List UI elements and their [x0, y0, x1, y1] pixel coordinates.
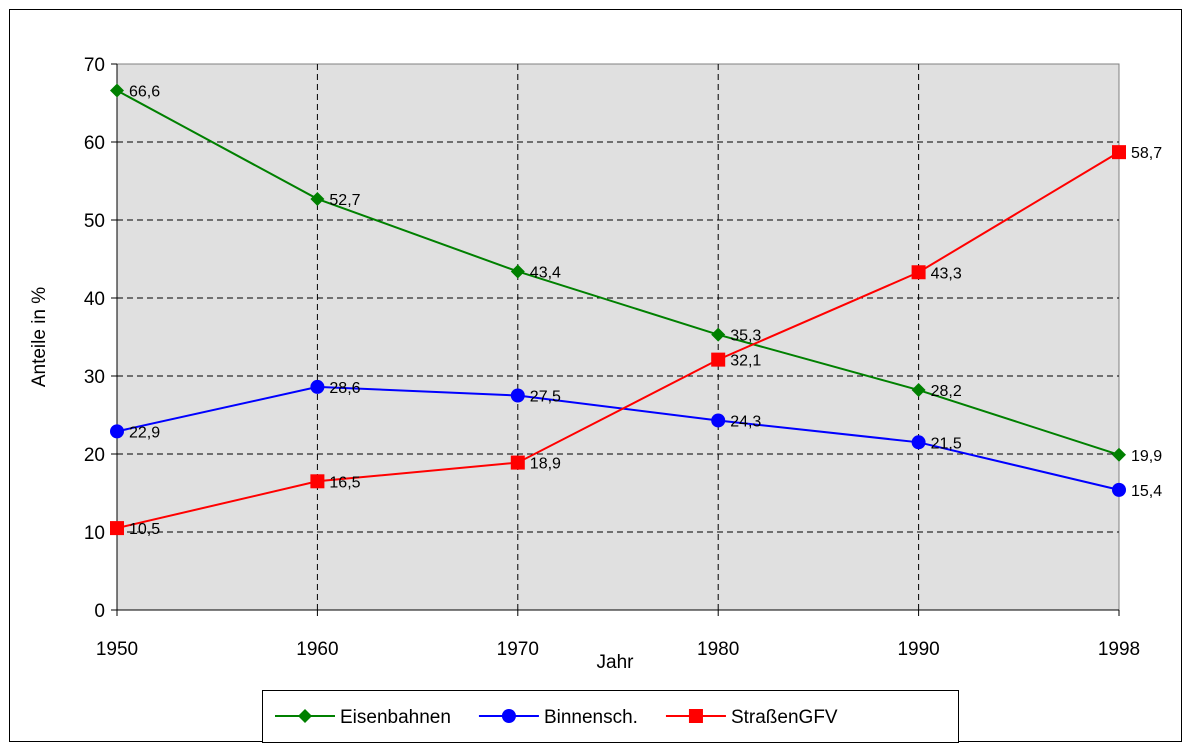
data-label: 52,7 [329, 192, 360, 209]
data-point [911, 435, 926, 450]
x-tick-label: 1960 [296, 639, 338, 660]
data-point [510, 455, 525, 470]
y-tick-label: 30 [84, 367, 105, 388]
legend-label: Eisenbahnen [340, 707, 451, 728]
data-point [110, 424, 124, 439]
data-point [310, 474, 325, 489]
data-label: 16,5 [329, 474, 360, 491]
data-label: 43,4 [530, 264, 561, 281]
data-label: 58,7 [1131, 145, 1162, 162]
data-label: 66,6 [129, 84, 160, 101]
x-axis-title: Jahr [597, 652, 635, 673]
data-point [1112, 447, 1126, 462]
legend-marker [298, 709, 312, 723]
data-label: 35,3 [730, 328, 761, 345]
x-tick-label: 1970 [497, 639, 539, 660]
y-tick-label: 40 [84, 289, 105, 310]
data-label: 19,9 [1131, 448, 1162, 465]
data-label: 10,5 [129, 521, 160, 538]
data-point [711, 352, 726, 367]
data-point [911, 383, 926, 398]
data-label: 22,9 [129, 424, 160, 441]
data-point [1112, 145, 1126, 160]
data-label: 18,9 [530, 456, 561, 473]
x-tick-label: 1980 [697, 639, 739, 660]
data-point [711, 413, 726, 428]
legend [262, 690, 959, 743]
data-point [1112, 482, 1126, 497]
y-tick-label: 10 [84, 523, 105, 544]
plot-area [116, 63, 1120, 611]
x-tick-label: 1950 [96, 639, 138, 660]
data-label: 21,5 [931, 435, 962, 452]
y-axis-title: Anteile in % [29, 287, 50, 387]
y-tick-label: 50 [84, 211, 105, 232]
data-point [110, 521, 124, 536]
data-point [310, 379, 325, 394]
x-tick-label: 1998 [1098, 639, 1140, 660]
y-tick-label: 70 [84, 55, 105, 76]
data-point [911, 265, 926, 280]
data-label: 43,3 [931, 265, 962, 282]
series-line [116, 385, 1120, 491]
data-point [510, 388, 525, 403]
data-label: 28,6 [329, 380, 360, 397]
legend-marker [501, 709, 516, 723]
y-tick-label: 0 [94, 601, 105, 622]
data-label: 24,3 [730, 413, 761, 430]
data-point [510, 264, 525, 279]
y-tick-label: 20 [84, 445, 105, 466]
y-tick-label: 60 [84, 133, 105, 154]
series-line [116, 89, 1120, 456]
data-point [310, 191, 325, 206]
data-label: 15,4 [1131, 483, 1162, 500]
series-line [116, 151, 1120, 530]
data-label: 27,5 [530, 389, 561, 406]
x-tick-label: 1990 [897, 639, 939, 660]
legend-label: Binnensch. [544, 707, 638, 728]
data-label: 32,1 [730, 353, 761, 370]
data-label: 28,2 [931, 383, 962, 400]
data-point [110, 83, 124, 98]
legend-label: StraßenGFV [731, 707, 838, 728]
data-point [711, 327, 726, 342]
legend-marker [688, 709, 703, 723]
